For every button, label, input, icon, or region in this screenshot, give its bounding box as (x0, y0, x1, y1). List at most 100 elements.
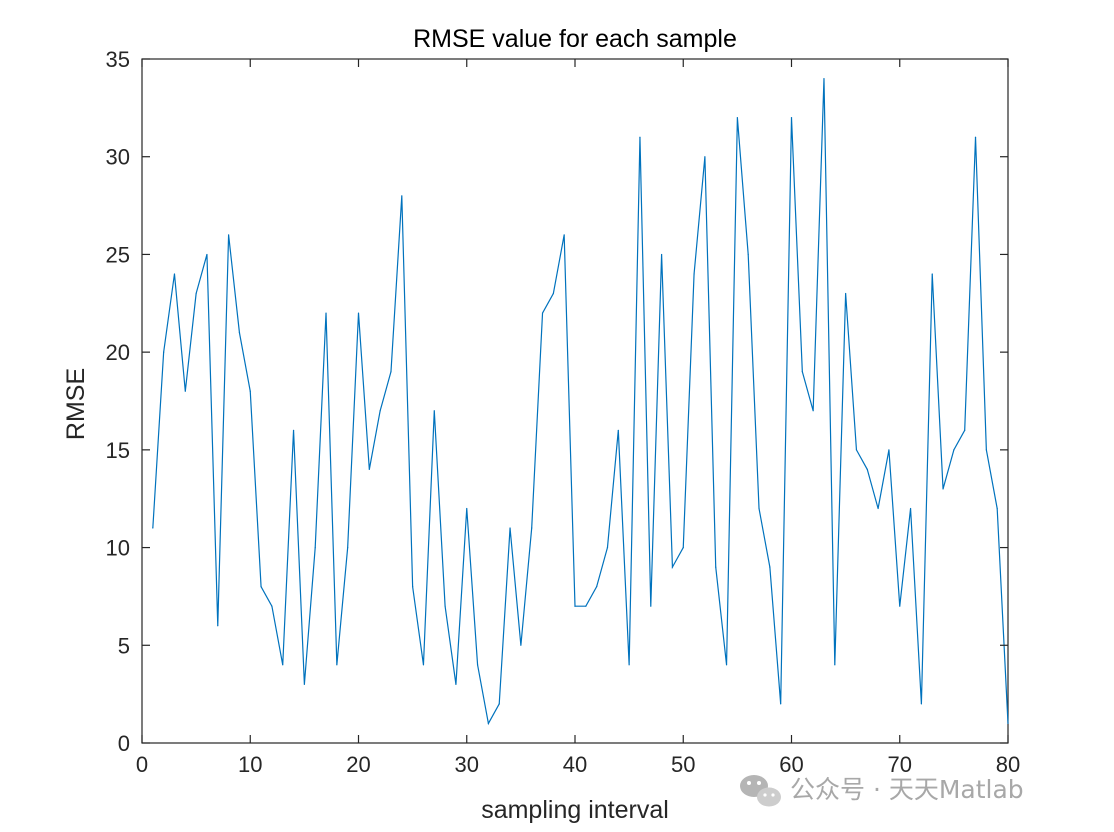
data-point (325, 312, 327, 314)
x-tick-label: 20 (346, 752, 370, 777)
data-point (661, 253, 663, 256)
data-point (292, 429, 295, 431)
x-axis-label: sampling interval (481, 796, 669, 824)
data-point (942, 488, 944, 490)
data-point (173, 273, 176, 275)
data-point (357, 312, 360, 314)
data-point (476, 664, 479, 666)
data-point (303, 683, 305, 685)
data-point (195, 292, 197, 295)
data-point (412, 586, 414, 588)
data-point (271, 605, 273, 607)
data-point (909, 507, 912, 510)
x-tick-label: 10 (238, 752, 262, 777)
chart-title: RMSE value for each sample (413, 25, 737, 53)
data-point (228, 234, 230, 236)
y-axis-label: RMSE (62, 368, 90, 440)
y-tick-label: 30 (106, 145, 130, 170)
data-point (509, 527, 511, 529)
data-point (866, 468, 868, 470)
watermark: 公众号 · 天天Matlab (740, 775, 1024, 807)
series-line-0 (152, 78, 1009, 726)
x-tick-label: 70 (888, 752, 912, 777)
data-point (715, 566, 717, 568)
data-point (877, 507, 879, 510)
data-point (769, 566, 771, 568)
data-point (217, 625, 219, 627)
data-point (520, 644, 522, 646)
data-point (920, 703, 923, 705)
data-point (531, 527, 533, 529)
data-point (650, 605, 652, 607)
wechat-icon (740, 775, 781, 807)
data-point (563, 234, 565, 236)
x-tick-label: 80 (996, 752, 1020, 777)
data-point (152, 527, 154, 529)
data-point (671, 566, 674, 568)
data-point (617, 429, 619, 431)
data-point (206, 253, 208, 256)
data-point (282, 664, 284, 666)
data-point (639, 136, 641, 138)
data-point (433, 410, 435, 412)
data-point (552, 292, 554, 295)
data-point (790, 117, 793, 119)
data-point (541, 312, 544, 314)
data-point (834, 664, 836, 666)
data-point (368, 468, 370, 470)
data-point (899, 605, 901, 607)
data-point (347, 546, 349, 549)
data-point (466, 507, 468, 510)
plot-area (141, 58, 1009, 744)
data-point (260, 586, 262, 588)
data-point (985, 449, 987, 451)
data-point (725, 664, 728, 666)
axis-ticks: 0 10 20 30 40 50 60 70 80 0 5 10 15 20 25 30 35 (106, 47, 1021, 777)
data-point (823, 77, 825, 80)
y-tick-label: 0 (118, 731, 130, 756)
axes-box (141, 58, 1009, 744)
data-point (574, 605, 576, 607)
data-point (498, 703, 500, 705)
data-point (314, 546, 316, 549)
data-point (455, 683, 457, 685)
data-point (238, 332, 241, 334)
y-tick-label: 20 (106, 340, 130, 365)
data-point (780, 703, 782, 705)
data-point (249, 390, 251, 392)
y-tick-label: 25 (106, 242, 130, 267)
data-point (390, 371, 392, 373)
data-point (964, 429, 966, 431)
data-point (401, 195, 403, 197)
data-point (736, 117, 738, 119)
x-tick-label: 50 (671, 752, 695, 777)
data-point (487, 722, 489, 725)
data-point (888, 449, 890, 451)
data-point (606, 546, 609, 549)
data-point (953, 449, 955, 451)
watermark-text: 公众号 · 天天Matlab (790, 775, 1024, 804)
data-point (585, 605, 587, 607)
x-tick-label: 60 (779, 752, 803, 777)
x-tick-label: 30 (455, 752, 479, 777)
data-point (693, 273, 695, 275)
data-point (996, 507, 998, 510)
y-tick-label: 10 (106, 536, 130, 561)
data-point (596, 586, 598, 588)
y-tick-label: 35 (106, 47, 130, 72)
data-point (628, 664, 630, 666)
x-tick-label: 0 (136, 752, 148, 777)
data-point (845, 292, 847, 295)
data-point (379, 410, 381, 412)
data-point (1007, 722, 1009, 725)
data-point (931, 273, 933, 275)
y-tick-label: 15 (106, 438, 130, 463)
data-point (184, 390, 186, 392)
data-point (704, 156, 706, 158)
data-point (163, 351, 165, 353)
data-point (974, 136, 977, 138)
data-point (422, 664, 425, 666)
data-point (747, 253, 749, 256)
data-point (682, 546, 684, 549)
